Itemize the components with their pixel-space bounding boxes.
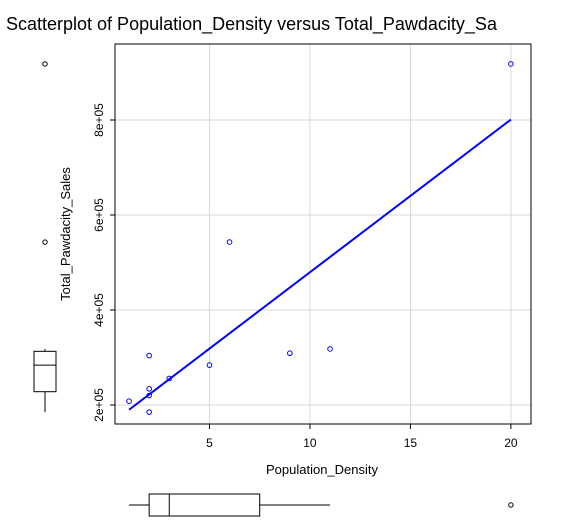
y-tick-label: 2e+05	[92, 388, 106, 422]
x-tick-label: 15	[404, 436, 418, 450]
data-point	[146, 352, 152, 359]
data-point	[146, 392, 152, 399]
y-tick-label: 8e+05	[92, 103, 106, 137]
regression-line	[128, 118, 512, 411]
y-axis-label: Total_Pawdacity_Sales	[58, 167, 73, 301]
x-axis: 5 10 15 20	[206, 424, 518, 450]
regression-line-group	[128, 118, 512, 411]
x-axis-label: Population_Density	[266, 462, 379, 477]
x-box-iqr	[148, 493, 261, 517]
grid-lines	[115, 44, 531, 424]
data-point	[146, 409, 152, 415]
data-point	[166, 375, 173, 382]
x-tick-label: 20	[504, 436, 518, 450]
y-boxplot	[33, 61, 57, 413]
data-point	[287, 350, 293, 357]
data-point	[146, 386, 152, 392]
x-tick-label: 10	[303, 436, 317, 450]
y-box-iqr	[33, 350, 57, 393]
y-axis: 2e+05 4e+05 6e+05 8e+05	[92, 103, 115, 422]
data-point	[206, 362, 213, 368]
y-box-outlier	[42, 239, 48, 245]
y-tick-label: 6e+05	[92, 198, 106, 232]
plot-frame	[114, 43, 532, 425]
data-point	[226, 239, 233, 245]
x-boxplot	[129, 493, 514, 517]
data-point	[508, 61, 514, 67]
data-point	[327, 346, 333, 352]
y-tick-label: 4e+05	[92, 293, 106, 327]
chart-title: Scatterplot of Population_Density versus…	[6, 14, 498, 35]
data-points	[126, 61, 514, 415]
data-point	[126, 398, 132, 405]
y-box-outlier	[42, 61, 48, 67]
x-tick-label: 5	[206, 436, 213, 450]
x-box-outlier	[508, 502, 514, 508]
